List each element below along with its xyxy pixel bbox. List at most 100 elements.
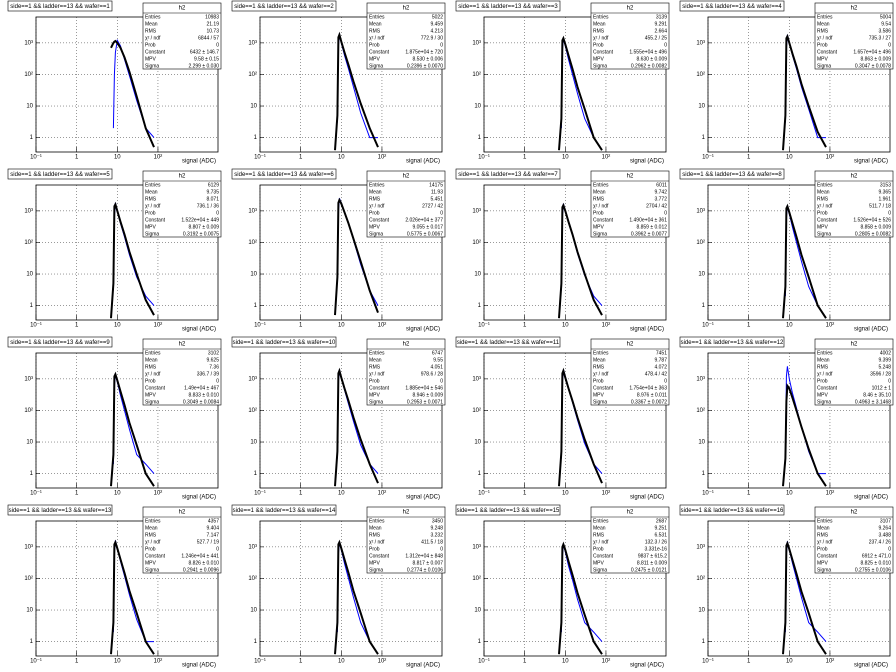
stats-label: Constant [817, 553, 838, 559]
x-tick-label: 10² [602, 323, 611, 329]
x-axis-label: signal (ADC) [406, 663, 440, 669]
stats-label: Entries [817, 518, 833, 524]
stats-label: χ² / ndf [145, 35, 161, 41]
y-tick-label: 10³ [696, 40, 705, 46]
title-box [7, 0, 113, 12]
stats-label: Sigma [369, 63, 383, 69]
stats-title: h2 [179, 6, 186, 12]
stats-value: 0.4963 ± 3.1468 [855, 399, 891, 405]
stats-value: 4.213 [430, 28, 443, 34]
stats-value: 0.3192 ± 0.0075 [183, 231, 219, 237]
plot-frame [259, 184, 443, 321]
chart-title: side==1 && ladder==13 && wafer==6 [234, 172, 334, 178]
y-tick-label: 10 [250, 272, 257, 278]
y-tick-label: 10³ [472, 208, 481, 214]
stats-value: 8.859 ± 0.012 [636, 224, 667, 230]
x-tick-label: 10 [114, 491, 121, 497]
fit-curve [782, 540, 827, 655]
x-axis-label: signal (ADC) [182, 327, 216, 333]
title-box [7, 336, 113, 348]
stats-value: 0.2755 ± 0.0106 [855, 567, 891, 573]
stats-label: Sigma [145, 399, 159, 405]
stats-value: 3153 [880, 182, 891, 188]
stats-value: 9.459 [430, 21, 443, 27]
stats-label: Constant [817, 385, 838, 391]
x-axis-label: signal (ADC) [630, 663, 664, 669]
x-tick-label: 10 [786, 155, 793, 161]
y-tick-label: 1 [30, 639, 34, 645]
x-tick-label: 1 [747, 323, 751, 329]
y-tick-label: 10² [696, 72, 705, 78]
x-tick-label: 10 [562, 659, 569, 665]
fit-curve [110, 39, 155, 148]
y-tick-label: 10 [26, 440, 33, 446]
title-box [231, 504, 337, 516]
x-tick-label: 10² [378, 155, 387, 161]
stats-label: χ² / ndf [593, 35, 609, 41]
y-tick-label: 10³ [248, 376, 257, 382]
stats-value: 511.7 / 18 [869, 203, 891, 209]
x-axis-label: signal (ADC) [406, 159, 440, 165]
stats-value: 9837 ± 615.2 [638, 553, 667, 559]
title-box [231, 336, 337, 348]
stats-label: MPV [817, 56, 829, 62]
title-box [679, 0, 785, 12]
stats-value: 9.404 [206, 525, 219, 531]
y-tick-label: 10 [474, 272, 481, 278]
x-tick-label: 10⁻¹ [478, 155, 490, 161]
stats-value: 772.9 / 30 [421, 35, 443, 41]
x-axis-label: signal (ADC) [406, 327, 440, 333]
stats-value: 2727 / 42 [422, 203, 443, 209]
stats-label: Prob [593, 378, 604, 384]
y-tick-label: 10² [248, 408, 257, 414]
stats-value: 0.5775 ± 0.0067 [407, 231, 443, 237]
stats-label: Sigma [593, 567, 607, 573]
stats-title: h2 [627, 174, 634, 180]
x-tick-label: 10² [602, 659, 611, 665]
stats-label: RMS [369, 196, 381, 202]
y-tick-label: 1 [30, 303, 34, 309]
y-tick-label: 10² [696, 408, 705, 414]
stats-value: 9.399 [878, 357, 891, 363]
stats-value: 411.5 / 18 [421, 539, 443, 545]
stats-value: 0 [888, 378, 891, 384]
stats-value: 8.858 ± 0.009 [860, 224, 891, 230]
stats-title: h2 [403, 174, 410, 180]
stats-box [814, 2, 894, 70]
y-tick-label: 1 [478, 135, 482, 141]
chart-title: side==1 && ladder==13 && wafer==7 [458, 172, 558, 178]
y-tick-label: 1 [254, 639, 258, 645]
stats-label: Constant [593, 553, 614, 559]
stats-label: MPV [369, 392, 381, 398]
stats-value: 5004 [880, 14, 891, 20]
stats-label: Mean [817, 525, 830, 531]
y-tick-label: 10² [24, 72, 33, 78]
title-box [679, 168, 785, 180]
x-tick-label: 1 [299, 323, 303, 329]
y-tick-label: 10 [474, 608, 481, 614]
y-tick-label: 1 [478, 303, 482, 309]
stats-value: 237.4 / 26 [869, 539, 891, 545]
stats-value: 2.299 ± 0.030 [188, 63, 219, 69]
stats-value: 2.664 [654, 28, 667, 34]
y-tick-label: 10² [472, 240, 481, 246]
stats-label: Prob [145, 378, 156, 384]
stats-value: 0.3047 ± 0.0078 [855, 63, 891, 69]
stats-label: RMS [593, 196, 605, 202]
y-tick-label: 10³ [248, 208, 257, 214]
stats-value: 978.6 / 28 [421, 371, 443, 377]
x-tick-label: 10² [378, 659, 387, 665]
x-tick-label: 10² [826, 155, 835, 161]
y-tick-label: 1 [702, 471, 706, 477]
stats-value: 0 [216, 546, 219, 552]
stats-value: 9.54 [881, 21, 891, 27]
stats-value: 9.735 [206, 189, 219, 195]
stats-value: 6011 [656, 182, 667, 188]
x-tick-label: 10 [338, 659, 345, 665]
x-tick-label: 10² [378, 323, 387, 329]
y-tick-label: 10³ [248, 40, 257, 46]
stats-value: 0 [440, 42, 443, 48]
x-axis-label: signal (ADC) [630, 495, 664, 501]
x-tick-label: 10 [114, 155, 121, 161]
